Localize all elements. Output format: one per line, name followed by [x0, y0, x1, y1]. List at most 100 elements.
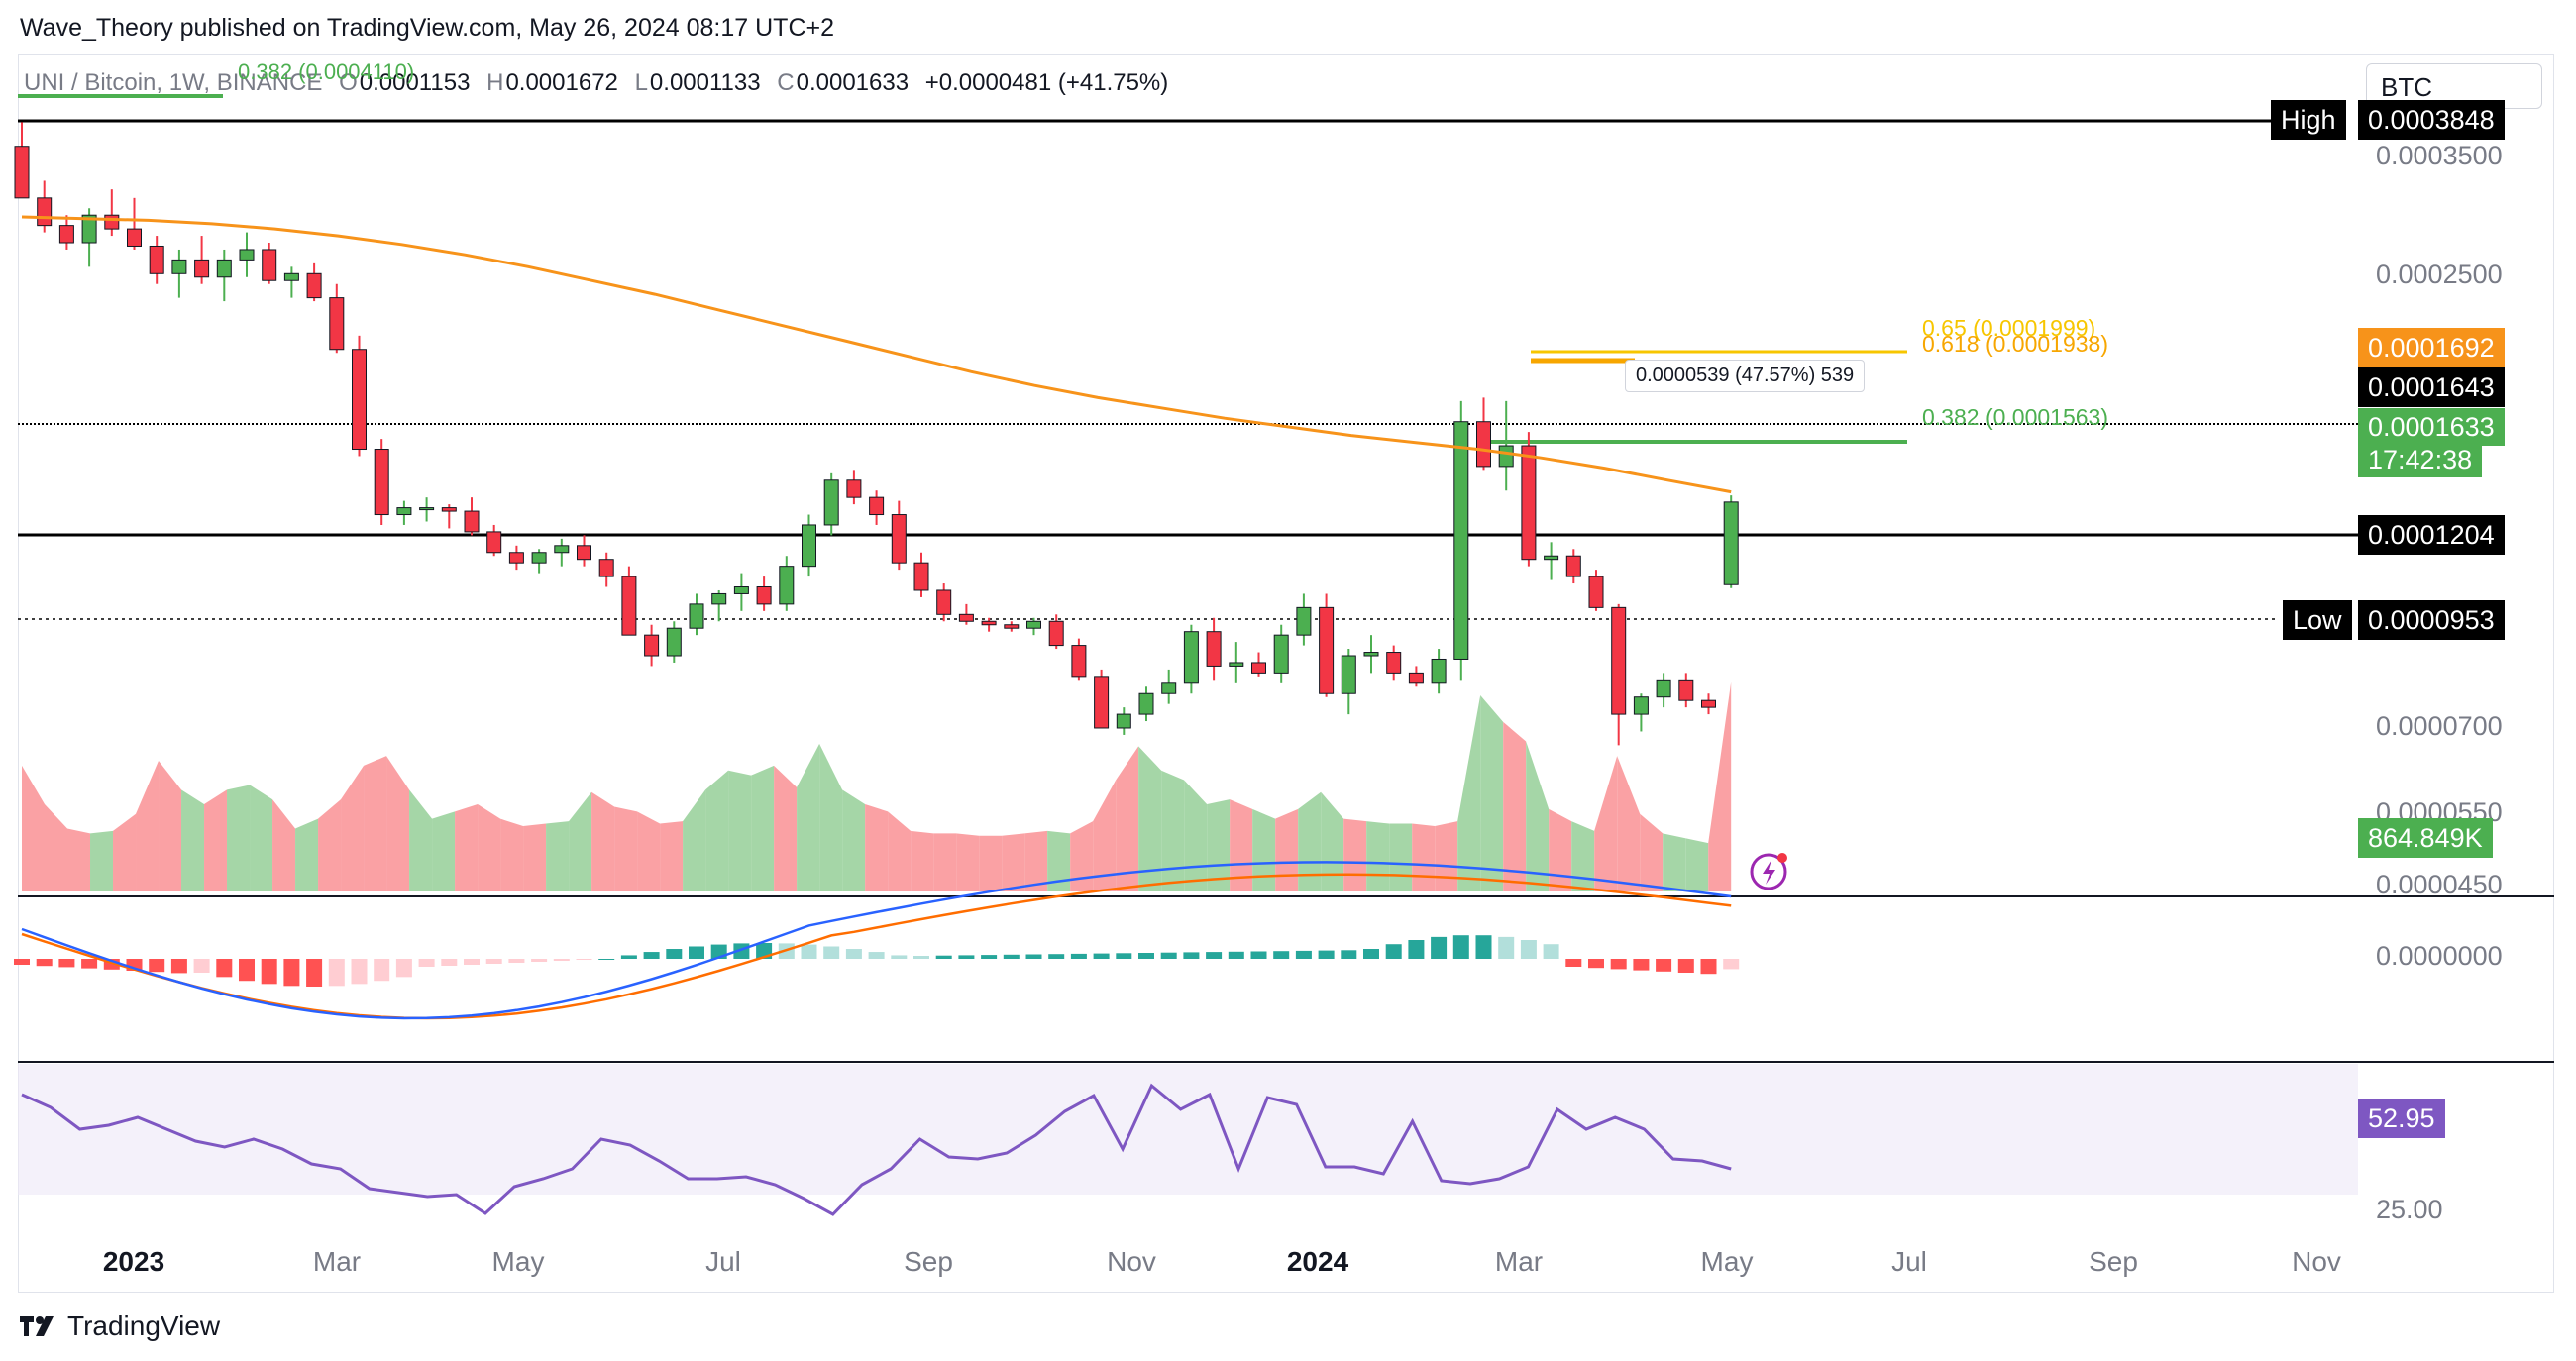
candle-body: [329, 297, 345, 351]
candle-body: [1408, 672, 1424, 684]
candle-body: [936, 589, 952, 615]
macd-histogram-bar: [958, 955, 975, 959]
candle-body: [1183, 631, 1199, 684]
volume-area-segment: [865, 804, 889, 891]
volume-area-segment: [1571, 821, 1595, 891]
candle-body: [1026, 620, 1041, 629]
footer-brand[interactable]: TradingView: [20, 1310, 220, 1342]
macd-histogram-bar: [351, 959, 368, 985]
candle-body: [58, 225, 74, 244]
candle-body: [1341, 655, 1356, 694]
low-value: 0.0001133: [649, 69, 761, 96]
candle-body: [171, 259, 187, 274]
close-label: C: [777, 69, 795, 96]
volume-area-segment: [318, 799, 342, 891]
volume-area-segment: [1116, 746, 1139, 891]
candle-body: [913, 562, 929, 591]
candle-body: [1565, 555, 1581, 577]
symbol-name[interactable]: UNI / Bitcoin, 1W, BINANCE: [24, 69, 323, 96]
macd-histogram-bar: [1025, 954, 1042, 959]
candle-body: [486, 531, 502, 554]
volume-area-segment: [1207, 799, 1231, 891]
volume-area-segment: [500, 818, 524, 891]
macd-histogram-bar: [1475, 935, 1492, 959]
change-value: +0.0000481 (+41.75%): [924, 69, 1169, 96]
candle-body: [306, 272, 322, 299]
volume-area-segment: [1685, 838, 1709, 891]
candle-body: [1633, 696, 1649, 715]
volume-area-segment: [1663, 833, 1686, 891]
chart-frame[interactable]: [18, 54, 2554, 1293]
low-tag-value: 0.0000953: [2358, 600, 2505, 640]
candle-body: [419, 507, 435, 511]
macd-histogram-bar: [1048, 954, 1065, 959]
volume-area-segment: [1594, 756, 1618, 891]
macd-histogram-bar: [1408, 940, 1425, 959]
fib-label-0382: 0.382 (0.0001563): [1922, 404, 2108, 430]
candle-body: [1138, 692, 1154, 715]
volume-area-segment: [1275, 808, 1299, 891]
macd-histogram-bar: [1498, 936, 1515, 959]
rsi-line: [21, 1083, 1732, 1216]
candle-body: [1588, 576, 1604, 608]
volume-area-segment: [979, 835, 1003, 891]
macd-histogram-bar: [58, 959, 75, 968]
candle-body: [1476, 421, 1491, 468]
candle-body: [1678, 679, 1694, 701]
macd-histogram-bar: [1588, 959, 1604, 969]
macd-histogram-bar: [868, 952, 885, 959]
macd-histogram-bar: [553, 959, 570, 961]
tradingview-logo-icon: [20, 1316, 54, 1336]
candle-body: [104, 214, 120, 230]
volume-area-segment: [204, 789, 228, 891]
macd-histogram-bar: [1543, 944, 1559, 959]
candle-body: [81, 214, 97, 244]
macd-histogram-bar: [1385, 944, 1402, 959]
volume-area-segment: [1617, 756, 1641, 891]
candle-body: [846, 479, 862, 498]
volume-area-segment: [637, 811, 661, 891]
macd-histogram-bar: [1003, 954, 1020, 959]
volume-area-segment: [546, 821, 570, 891]
macd-histogram-bar: [81, 959, 98, 969]
macd-histogram-bar: [149, 959, 165, 973]
volume-area-segment: [1640, 813, 1664, 891]
ema-tag: 0.0001692: [2358, 328, 2505, 367]
fib-label-065: 0.65 (0.0001999): [1922, 315, 2096, 341]
candle-body: [1544, 555, 1559, 561]
volume-area-segment: [272, 799, 296, 891]
macd-histogram-bar: [845, 949, 862, 959]
fib-overlay-label: 0.382 (0.0004110): [238, 59, 415, 84]
volume-area-segment: [1321, 791, 1344, 891]
macd-histogram-bar: [283, 959, 300, 987]
macd-histogram-bar: [1363, 949, 1379, 959]
volume-area-segment: [1070, 821, 1094, 891]
candle-body: [711, 592, 727, 605]
candle-body: [352, 349, 367, 451]
candle-body: [1273, 634, 1289, 674]
close-value: 0.0001633: [796, 69, 910, 96]
volume-area-segment: [1708, 681, 1732, 891]
candle-body: [1116, 713, 1131, 729]
last-price-tag: 0.0001633: [2358, 408, 2505, 446]
macd-line: [21, 861, 1732, 1020]
volume-area-segment: [364, 756, 387, 891]
candle-body: [1251, 662, 1266, 674]
volume-area-segment: [432, 811, 456, 891]
macd-histogram-bar: [1520, 940, 1537, 959]
price-axis-label: 25.00: [2376, 1195, 2443, 1224]
volume-area-segment: [1503, 721, 1527, 891]
volume-area-segment: [409, 789, 433, 891]
macd-histogram-bar: [1700, 959, 1717, 975]
macd-histogram-bar: [689, 946, 704, 959]
candle-body: [1206, 631, 1222, 667]
candle-body: [374, 449, 389, 516]
candle-body: [1723, 501, 1739, 585]
macd-histogram-bar: [36, 959, 53, 967]
macd-histogram-bar: [193, 959, 210, 973]
symbol-legend[interactable]: UNI / Bitcoin, 1W, BINANCE O0.0001153 H0…: [24, 69, 1168, 97]
time-axis-label: Nov: [2292, 1246, 2341, 1277]
price-axis-label: 0.0002500: [2376, 260, 2503, 289]
candle-body: [441, 507, 457, 512]
